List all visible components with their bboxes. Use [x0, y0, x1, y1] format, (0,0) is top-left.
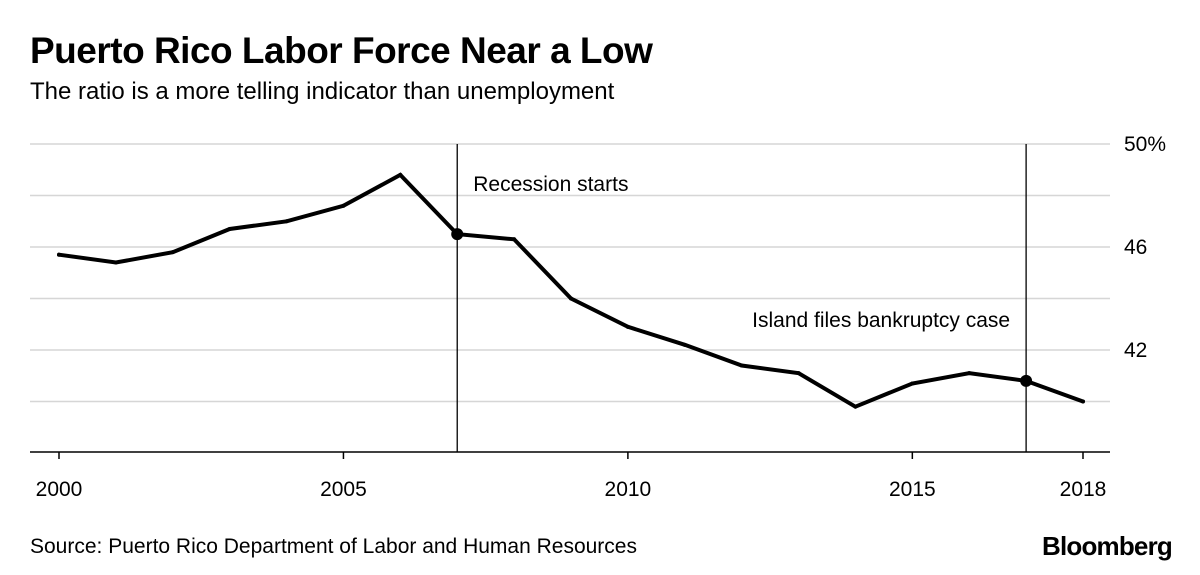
data-point-2012	[739, 363, 744, 368]
chart-title: Puerto Rico Labor Force Near a Low	[30, 30, 653, 71]
data-point-2006	[398, 172, 403, 177]
y-tick-label-46: 46	[1124, 236, 1147, 259]
x-tick-label-2015: 2015	[889, 478, 936, 501]
data-point-2014	[853, 404, 858, 409]
data-point-2013	[796, 371, 801, 376]
x-tick-labels: 2000 2005 2010 2015 2018	[36, 478, 1107, 501]
data-point-2015	[910, 381, 915, 386]
annotation-label-0: Recession starts	[473, 173, 628, 196]
series	[57, 172, 1085, 409]
x-tick-label-2018: 2018	[1060, 478, 1107, 501]
y-tick-labels: 50% 46 42	[1124, 133, 1166, 362]
data-point-2003	[227, 226, 232, 231]
data-point-2002	[170, 250, 175, 255]
y-tick-label-42: 42	[1124, 339, 1147, 362]
annotations: Recession starts Island files bankruptcy …	[456, 144, 1027, 452]
data-point-2005	[341, 203, 346, 208]
bloomberg-logo: Bloomberg	[1041, 531, 1173, 561]
markers	[451, 228, 1033, 387]
x-tick-label-2010: 2010	[605, 478, 652, 501]
y-tick-label-50: 50%	[1124, 133, 1166, 156]
data-point-2010	[625, 324, 630, 329]
annotation-marker-1	[1020, 374, 1033, 387]
x-axis	[30, 451, 1110, 459]
source-note: Source: Puerto Rico Department of Labor …	[30, 535, 637, 558]
data-point-2011	[682, 342, 687, 347]
data-point-2008	[512, 237, 517, 242]
gridlines	[30, 143, 1110, 403]
data-point-2000	[57, 252, 61, 257]
annotation-label-1: Island files bankruptcy case	[752, 309, 1010, 332]
data-point-2009	[569, 296, 573, 301]
x-tick-label-2005: 2005	[320, 478, 367, 501]
data-point-2018	[1081, 399, 1085, 404]
data-point-2004	[284, 219, 289, 224]
data-point-2016	[967, 371, 972, 376]
x-tick-label-2000: 2000	[36, 478, 83, 501]
chart-subtitle: The ratio is a more telling indicator th…	[30, 78, 615, 105]
annotation-marker-0	[451, 228, 464, 241]
series-line-0	[57, 172, 1085, 409]
data-point-2001	[113, 260, 118, 265]
